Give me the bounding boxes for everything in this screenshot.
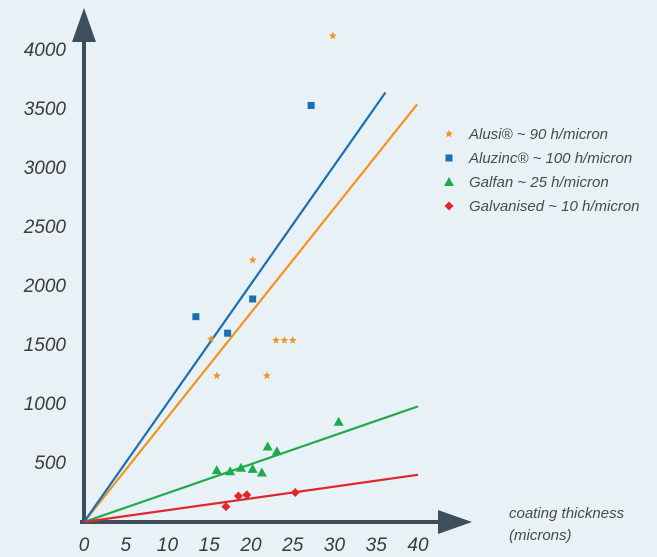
- y-tick-label: 3000: [24, 158, 67, 179]
- axes: [72, 8, 472, 534]
- trend-line-galfan: [83, 405, 419, 524]
- trend-line-alusi: [83, 103, 419, 523]
- x-tick-label: 35: [366, 535, 388, 556]
- x-tick-label: 15: [199, 535, 221, 556]
- tick-labels: 0 5 10 15 20 25 30 35 40 500 1000 1500 2000 2500 3000 3…: [23, 40, 429, 556]
- point-aluzinc: [307, 101, 315, 109]
- point-alusi: [262, 371, 271, 380]
- data-points: [192, 31, 344, 512]
- point-galvanised: [221, 502, 231, 512]
- legend: Alusi® ~ 90 h/micron Aluzinc® ~ 100 h/mic…: [444, 126, 640, 215]
- legend-marker-galfan: [444, 177, 454, 186]
- y-tick-label: 2000: [23, 276, 67, 297]
- y-tick-label: 2500: [23, 217, 67, 238]
- point-alusi: [212, 371, 221, 380]
- x-axis-arrow-icon: [438, 510, 472, 534]
- trend-lines: [83, 91, 419, 524]
- legend-label-aluzinc: Aluzinc® ~ 100 h/micron: [468, 150, 632, 167]
- trend-line-galvanised: [83, 473, 419, 524]
- trend-line-aluzinc: [83, 91, 387, 523]
- legend-marker-aluzinc: [445, 154, 453, 162]
- point-galfan: [211, 465, 222, 475]
- point-alusi: [248, 255, 257, 264]
- y-tick-label: 1500: [24, 335, 67, 356]
- point-alusi: [288, 336, 297, 344]
- legend-marker-galvanised: [444, 201, 454, 211]
- point-aluzinc: [192, 313, 200, 321]
- point-galfan: [262, 441, 273, 451]
- x-tick-label: 5: [120, 535, 131, 556]
- point-galfan: [333, 416, 344, 426]
- point-aluzinc: [224, 329, 232, 337]
- point-galfan: [256, 467, 267, 477]
- x-tick-label: 10: [157, 535, 179, 556]
- point-galvanised: [233, 491, 243, 501]
- point-aluzinc: [249, 295, 257, 303]
- x-tick-label: 20: [239, 535, 262, 556]
- point-galfan: [271, 446, 282, 456]
- legend-label-alusi: Alusi® ~ 90 h/micron: [468, 126, 608, 143]
- x-axis-label: coating thickness (microns): [509, 505, 625, 544]
- point-alusi: [272, 336, 281, 344]
- y-tick-label: 3500: [24, 99, 67, 120]
- point-alusi: [280, 336, 289, 344]
- legend-marker-alusi: [445, 129, 453, 138]
- x-tick-label: 0: [79, 535, 90, 556]
- point-galfan: [235, 462, 246, 472]
- y-tick-label: 1000: [24, 394, 67, 415]
- y-axis-arrow-icon: [72, 8, 96, 42]
- x-tick-label: 30: [324, 535, 346, 556]
- y-tick-label: 500: [34, 453, 66, 474]
- y-tick-label: 4000: [24, 40, 67, 61]
- point-galvanised: [242, 490, 252, 500]
- point-alusi: [328, 31, 337, 40]
- point-galfan: [247, 463, 258, 473]
- x-tick-label: 25: [281, 535, 304, 556]
- x-tick-label: 40: [407, 535, 429, 556]
- point-alusi: [206, 334, 215, 343]
- point-galvanised: [290, 488, 300, 497]
- legend-label-galfan: Galfan ~ 25 h/micron: [469, 174, 609, 191]
- legend-label-galvanised: Galvanised ~ 10 h/micron: [469, 198, 640, 215]
- x-axis-label-line: (microns): [509, 527, 572, 544]
- x-axis-label-line: coating thickness: [509, 505, 625, 522]
- point-galfan: [225, 466, 236, 476]
